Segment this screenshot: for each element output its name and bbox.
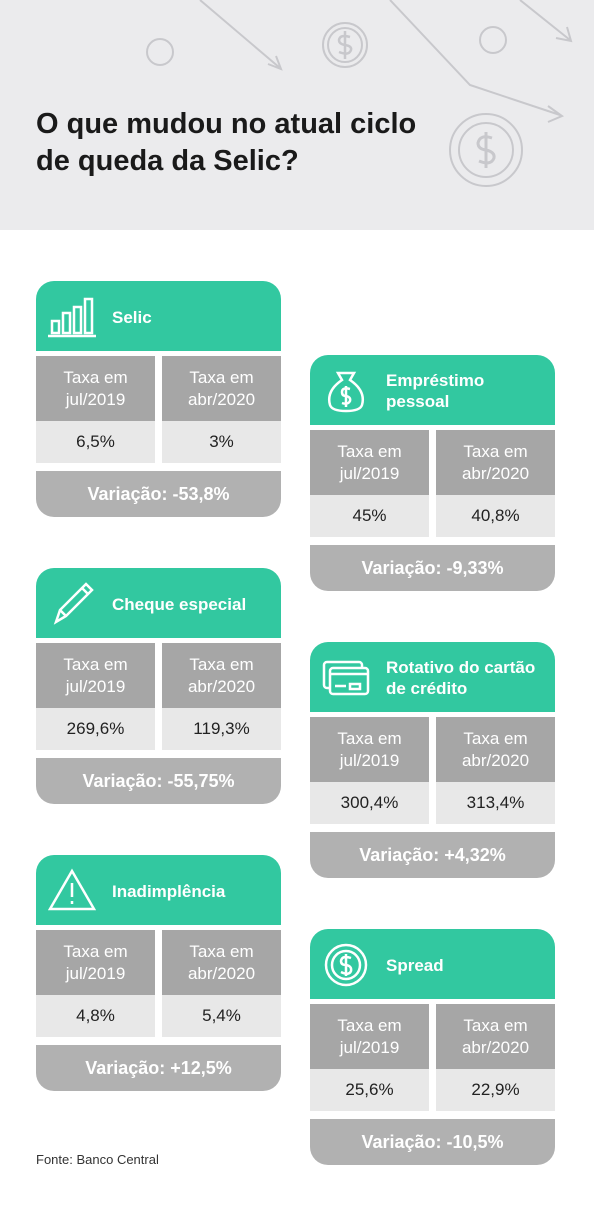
card-header: Inadimplência bbox=[36, 855, 281, 925]
rate-value: 119,3% bbox=[162, 708, 281, 750]
column-header: Taxa em jul/2019 bbox=[36, 356, 155, 421]
card: Rotativo do cartão de crédito Taxa em jul… bbox=[310, 642, 555, 878]
card-title: Inadimplência bbox=[112, 881, 226, 901]
variation: Variação: +4,32% bbox=[310, 832, 555, 878]
card-header: Spread bbox=[310, 929, 555, 999]
rate-value: 22,9% bbox=[436, 1069, 555, 1111]
card-icon bbox=[328, 371, 364, 413]
card-icon bbox=[322, 660, 370, 696]
card-title: Spread bbox=[386, 955, 444, 975]
card-header: Selic bbox=[36, 281, 281, 351]
rate-value: 300,4% bbox=[310, 782, 429, 824]
rate-value: 4,8% bbox=[36, 995, 155, 1037]
column-header: Taxa em abr/2020 bbox=[162, 930, 281, 995]
card: Selic Taxa em jul/2019 6,5% Taxa em abr/202… bbox=[36, 281, 281, 517]
column-header: Taxa em abr/2020 bbox=[162, 643, 281, 708]
card-title: Rotativo do cartão de crédito bbox=[386, 658, 536, 698]
column-header: Taxa em jul/2019 bbox=[36, 930, 155, 995]
card-icon bbox=[53, 582, 94, 625]
rate-value: 6,5% bbox=[36, 421, 155, 463]
card-header: Empréstimo pessoal bbox=[310, 355, 555, 425]
variation: Variação: +12,5% bbox=[36, 1045, 281, 1091]
card-title: Empréstimo pessoal bbox=[386, 371, 485, 411]
column-header: Taxa em abr/2020 bbox=[436, 1004, 555, 1069]
card-header: Cheque especial bbox=[36, 568, 281, 638]
title: O que mudou no atual ciclo de queda da S… bbox=[36, 108, 417, 177]
column-header: Taxa em abr/2020 bbox=[436, 430, 555, 495]
column-header: Taxa em jul/2019 bbox=[310, 717, 429, 782]
card-icon bbox=[324, 943, 368, 987]
source: Fonte: Banco Central bbox=[36, 1152, 159, 1167]
card-title: Cheque especial bbox=[112, 594, 247, 614]
rate-value: 5,4% bbox=[162, 995, 281, 1037]
variation: Variação: -10,5% bbox=[310, 1119, 555, 1165]
rate-value: 25,6% bbox=[310, 1069, 429, 1111]
header-decoration bbox=[146, 0, 573, 187]
rate-value: 40,8% bbox=[436, 495, 555, 537]
variation: Variação: -9,33% bbox=[310, 545, 555, 591]
card-header: Rotativo do cartão de crédito bbox=[310, 642, 555, 712]
column-header: Taxa em abr/2020 bbox=[162, 356, 281, 421]
column-header: Taxa em jul/2019 bbox=[310, 1004, 429, 1069]
rate-value: 269,6% bbox=[36, 708, 155, 750]
card-icon bbox=[48, 297, 96, 338]
card: Empréstimo pessoal Taxa em jul/2019 45% Tax… bbox=[310, 355, 555, 591]
column-header: Taxa em jul/2019 bbox=[310, 430, 429, 495]
card: Spread Taxa em jul/2019 25,6% Taxa em abr/2… bbox=[310, 929, 555, 1165]
card-title: Selic bbox=[112, 307, 152, 327]
column-header: Taxa em abr/2020 bbox=[436, 717, 555, 782]
rate-value: 313,4% bbox=[436, 782, 555, 824]
variation: Variação: -53,8% bbox=[36, 471, 281, 517]
card-icon bbox=[48, 868, 96, 911]
rate-value: 3% bbox=[162, 421, 281, 463]
header: O que mudou no atual ciclo de queda da S… bbox=[0, 0, 594, 230]
column-header: Taxa em jul/2019 bbox=[36, 643, 155, 708]
variation: Variação: -55,75% bbox=[36, 758, 281, 804]
card: Inadimplência Taxa em jul/2019 4,8% Taxa em… bbox=[36, 855, 281, 1091]
card: Cheque especial Taxa em jul/2019 269,6% Tax… bbox=[36, 568, 281, 804]
rate-value: 45% bbox=[310, 495, 429, 537]
